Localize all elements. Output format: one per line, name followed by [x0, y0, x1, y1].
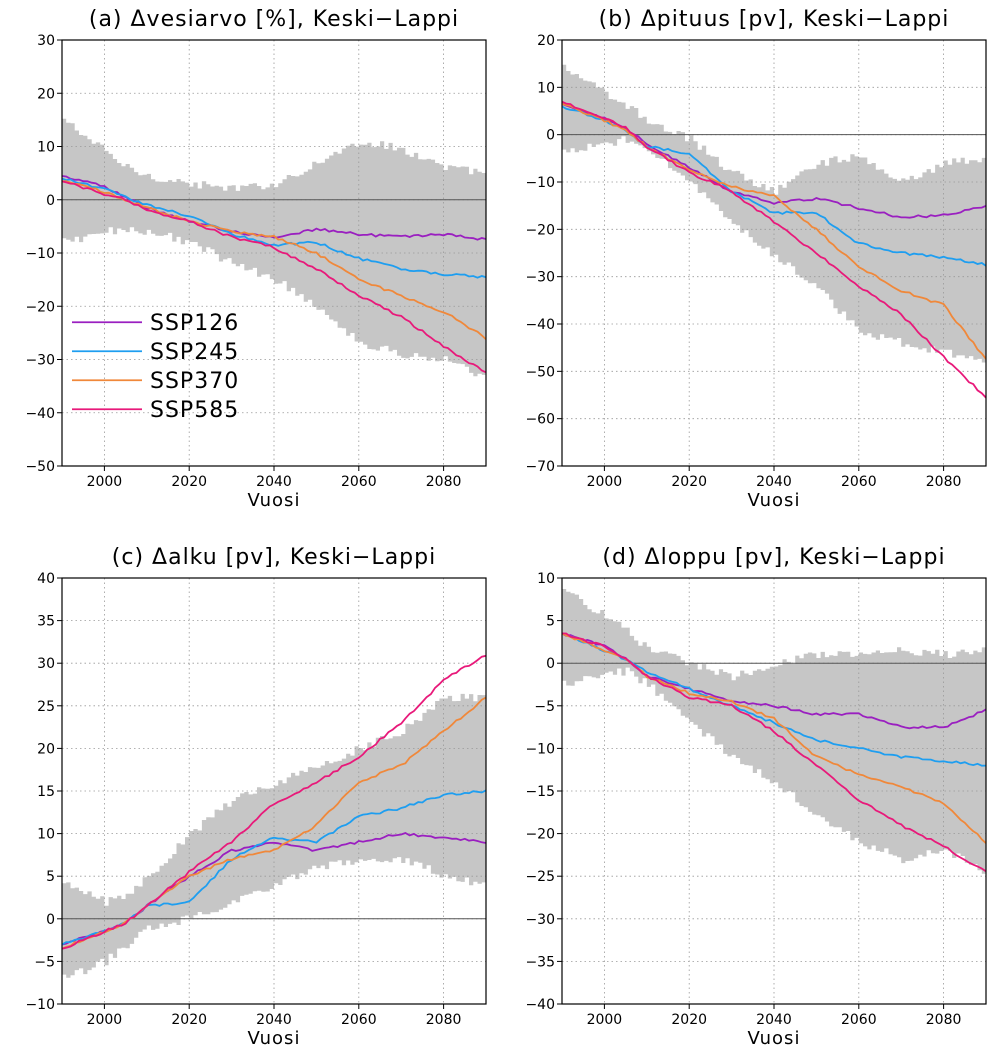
x-tick-label: 2060	[341, 474, 377, 490]
series-line-ssp585	[62, 654, 486, 950]
x-tick-label: 2040	[756, 474, 792, 490]
y-tick-label: −10	[525, 741, 555, 757]
legend-label-ssp585: SSP585	[150, 398, 239, 423]
y-tick-label: −20	[525, 222, 555, 238]
x-tick-label: 2040	[756, 1012, 792, 1028]
x-tick-label: 2020	[671, 1012, 707, 1028]
y-tick-label: 0	[546, 128, 555, 144]
y-tick-label: −10	[25, 246, 55, 262]
y-tick-label: −40	[525, 997, 555, 1013]
y-tick-label: 15	[37, 784, 55, 800]
y-tick-label: 0	[546, 656, 555, 672]
y-tick-label: −35	[525, 954, 555, 970]
y-tick-label: 10	[537, 80, 555, 96]
y-tick-label: −70	[525, 459, 555, 475]
y-tick-label: 20	[537, 33, 555, 49]
series-line-ssp370	[562, 103, 986, 360]
x-tick-label: 2020	[171, 1012, 207, 1028]
panel-title: (a) Δvesiarvo [%], Keski−Lappi	[89, 7, 459, 32]
y-tick-label: −30	[525, 270, 555, 286]
legend-label-ssp245: SSP245	[150, 340, 239, 365]
legend-label-ssp370: SSP370	[150, 369, 239, 394]
y-tick-label: −40	[525, 317, 555, 333]
panel-title: (c) Δalku [pv], Keski−Lappi	[112, 545, 436, 570]
panel-d: −40 −35 −30 −25 −20 −15 −10 −5 0 5 10 2000 2020 2040 2…	[525, 545, 987, 1046]
y-tick-label: 35	[37, 614, 55, 630]
x-tick-label: 2080	[426, 1012, 462, 1028]
y-tick-label: 20	[37, 741, 55, 757]
legend-label-ssp126: SSP126	[150, 311, 239, 336]
y-tick-label: −10	[25, 997, 55, 1013]
series-line-ssp245	[62, 177, 486, 279]
x-axis-label: Vuosi	[248, 1028, 301, 1046]
x-tick-label: 2080	[926, 474, 962, 490]
y-tick-label: 5	[46, 869, 55, 885]
uncertainty-band	[562, 589, 986, 874]
uncertainty-band	[562, 64, 986, 363]
y-tick-label: −15	[525, 784, 555, 800]
y-tick-label: −20	[525, 827, 555, 843]
y-tick-label: 30	[37, 656, 55, 672]
y-tick-label: −5	[34, 954, 55, 970]
x-tick-label: 2060	[841, 474, 877, 490]
x-axis-label: Vuosi	[248, 490, 301, 511]
y-tick-label: 40	[37, 571, 55, 587]
series-line-ssp585	[62, 180, 486, 374]
x-tick-label: 2040	[256, 1012, 292, 1028]
y-tick-label: −5	[534, 699, 555, 715]
panel-a: −50 −40 −30 −20 −10 0 10 20 30 2000 2020 2040 2060 20…	[25, 7, 487, 511]
y-tick-label: −50	[25, 459, 55, 475]
y-tick-label: −10	[525, 175, 555, 191]
x-tick-label: 2000	[587, 1012, 623, 1028]
x-axis-label: Vuosi	[748, 490, 801, 511]
y-tick-label: −40	[25, 406, 55, 422]
y-tick-label: −30	[525, 912, 555, 928]
y-tick-label: 5	[546, 614, 555, 630]
x-tick-label: 2080	[426, 474, 462, 490]
y-tick-label: 0	[46, 912, 55, 928]
panel-c: −10 −5 0 5 10 15 20 25 30 35 40 2000 2020 2040 2060 208…	[25, 545, 487, 1046]
x-tick-label: 2020	[171, 474, 207, 490]
y-tick-label: −25	[525, 869, 555, 885]
x-tick-label: 2080	[926, 1012, 962, 1028]
x-tick-label: 2000	[87, 474, 123, 490]
panel-title: (b) Δpituus [pv], Keski−Lappi	[599, 7, 950, 32]
y-tick-label: −50	[525, 364, 555, 380]
x-tick-label: 2020	[671, 474, 707, 490]
y-tick-label: 0	[46, 193, 55, 209]
x-tick-label: 2000	[587, 474, 623, 490]
x-tick-label: 2060	[841, 1012, 877, 1028]
panel-title: (d) Δloppu [pv], Keski−Lappi	[602, 545, 945, 570]
panel-b: −70 −60 −50 −40 −30 −20 −10 0 10 20 2000 2020 2040 20…	[525, 7, 987, 511]
y-tick-label: 10	[37, 140, 55, 156]
series-line-ssp585	[562, 632, 986, 873]
y-tick-label: 20	[37, 86, 55, 102]
series-line-ssp585	[562, 100, 986, 399]
y-tick-label: −60	[525, 412, 555, 428]
x-axis-label: Vuosi	[748, 1028, 801, 1046]
x-tick-label: 2040	[256, 474, 292, 490]
y-tick-label: 10	[537, 571, 555, 587]
x-tick-label: 2060	[341, 1012, 377, 1028]
y-tick-label: 30	[37, 33, 55, 49]
y-tick-label: 10	[37, 827, 55, 843]
y-tick-label: 25	[37, 699, 55, 715]
series-line-ssp245	[62, 789, 486, 946]
x-tick-label: 2000	[87, 1012, 123, 1028]
y-tick-label: −30	[25, 353, 55, 369]
y-tick-label: −20	[25, 299, 55, 315]
